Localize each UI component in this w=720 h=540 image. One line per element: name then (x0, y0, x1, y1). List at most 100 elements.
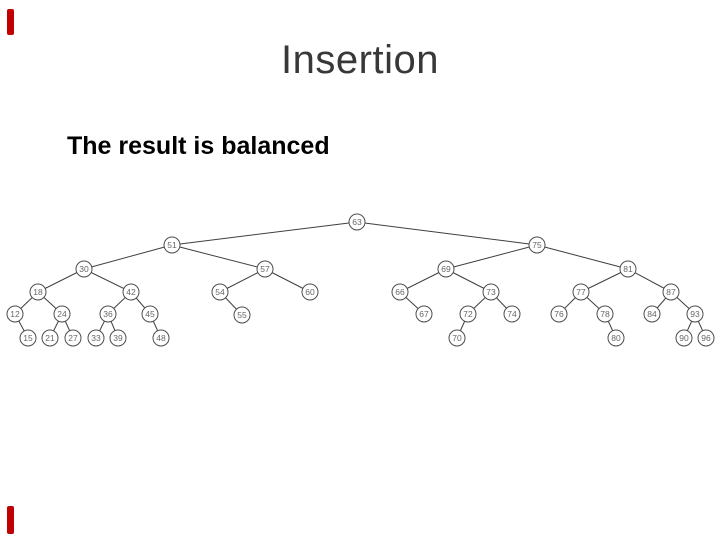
tree-node-circle (211, 283, 229, 301)
slide-title: Insertion (281, 38, 439, 82)
tree-node-81: 81 (619, 260, 637, 278)
tree-node-76: 76 (550, 305, 568, 323)
tree-node-21: 21 (41, 329, 59, 347)
tree-node-label: 51 (167, 240, 177, 250)
tree-node-60: 60 (301, 283, 319, 301)
tree-node-label: 36 (103, 309, 113, 319)
tree-node-label: 93 (690, 309, 700, 319)
tree-node-label: 90 (679, 333, 689, 343)
tree-node-57: 57 (256, 260, 274, 278)
tree-edge-63-75 (356, 221, 538, 246)
tree-node-label: 84 (647, 309, 657, 319)
tree-node-72: 72 (459, 305, 477, 323)
tree-node-label: 24 (57, 309, 67, 319)
tree-node-circle (619, 260, 637, 278)
tree-node-circle (572, 283, 590, 301)
tree-node-63: 63 (348, 213, 366, 231)
tree-node-label: 67 (419, 309, 429, 319)
tree-edge-51-30 (83, 244, 173, 270)
tree-node-84: 84 (643, 305, 661, 323)
tree-node-label: 42 (126, 287, 136, 297)
tree-node-circle (29, 283, 47, 301)
tree-node-label: 21 (45, 333, 55, 343)
tree-node-label: 12 (10, 309, 20, 319)
tree-node-55: 55 (233, 306, 251, 324)
tree-node-label: 72 (463, 309, 473, 319)
tree-node-circle (482, 283, 500, 301)
tree-node-circle (459, 305, 477, 323)
tree-node-70: 70 (448, 329, 466, 347)
tree-node-circle (643, 305, 661, 323)
tree-node-label: 73 (486, 287, 496, 297)
tree-node-label: 70 (452, 333, 462, 343)
tree-node-75: 75 (528, 236, 546, 254)
tree-node-18: 18 (29, 283, 47, 301)
tree-node-73: 73 (482, 283, 500, 301)
tree-node-circle (256, 260, 274, 278)
tree-node-circle (152, 329, 170, 347)
tree-node-circle (662, 283, 680, 301)
tree-node-circle (41, 329, 59, 347)
tree-node-circle (550, 305, 568, 323)
tree-node-66: 66 (391, 283, 409, 301)
tree-node-label: 18 (33, 287, 43, 297)
tree-node-label: 48 (156, 333, 166, 343)
tree-node-69: 69 (437, 260, 455, 278)
tree-node-90: 90 (675, 329, 693, 347)
tree-node-circle (686, 305, 704, 323)
tree-node-circle (348, 213, 366, 231)
tree-node-78: 78 (596, 305, 614, 323)
tree-node-label: 33 (91, 333, 101, 343)
tree-node-circle (87, 329, 105, 347)
accent-bar-top (7, 9, 14, 35)
tree-node-label: 30 (79, 264, 89, 274)
tree-node-87: 87 (662, 283, 680, 301)
tree-node-label: 63 (352, 217, 362, 227)
tree-node-circle (64, 329, 82, 347)
tree-edge-75-81 (536, 244, 629, 270)
tree-edge-51-57 (171, 244, 266, 270)
tree-node-24: 24 (53, 305, 71, 323)
tree-node-circle (53, 305, 71, 323)
tree-node-74: 74 (503, 305, 521, 323)
tree-node-circle (163, 236, 181, 254)
tree-node-label: 39 (113, 333, 123, 343)
tree-node-27: 27 (64, 329, 82, 347)
tree-node-circle (697, 329, 715, 347)
tree-node-label: 78 (600, 309, 610, 319)
tree-node-circle (448, 329, 466, 347)
tree-node-15: 15 (19, 329, 37, 347)
tree-node-circle (596, 305, 614, 323)
tree-node-label: 60 (305, 287, 315, 297)
tree-node-93: 93 (686, 305, 704, 323)
tree-node-67: 67 (415, 305, 433, 323)
tree-node-circle (75, 260, 93, 278)
tree-edge-63-51 (171, 221, 358, 246)
tree-node-circle (607, 329, 625, 347)
tree-node-77: 77 (572, 283, 590, 301)
tree-node-circle (503, 305, 521, 323)
tree-edge-30-42 (83, 268, 132, 293)
tree-node-circle (415, 305, 433, 323)
tree-node-circle (437, 260, 455, 278)
tree-node-circle (233, 306, 251, 324)
tree-node-circle (122, 283, 140, 301)
tree-node-33: 33 (87, 329, 105, 347)
tree-node-circle (301, 283, 319, 301)
tree-node-96: 96 (697, 329, 715, 347)
tree-node-label: 69 (441, 264, 451, 274)
tree-node-51: 51 (163, 236, 181, 254)
tree-node-circle (6, 305, 24, 323)
tree-node-label: 80 (611, 333, 621, 343)
tree-node-42: 42 (122, 283, 140, 301)
tree-node-circle (141, 305, 159, 323)
tree-node-12: 12 (6, 305, 24, 323)
tree-node-39: 39 (109, 329, 127, 347)
tree-node-48: 48 (152, 329, 170, 347)
tree-node-label: 45 (145, 309, 155, 319)
tree-node-circle (675, 329, 693, 347)
tree-node-circle (19, 329, 37, 347)
tree-edge-30-18 (37, 268, 85, 293)
